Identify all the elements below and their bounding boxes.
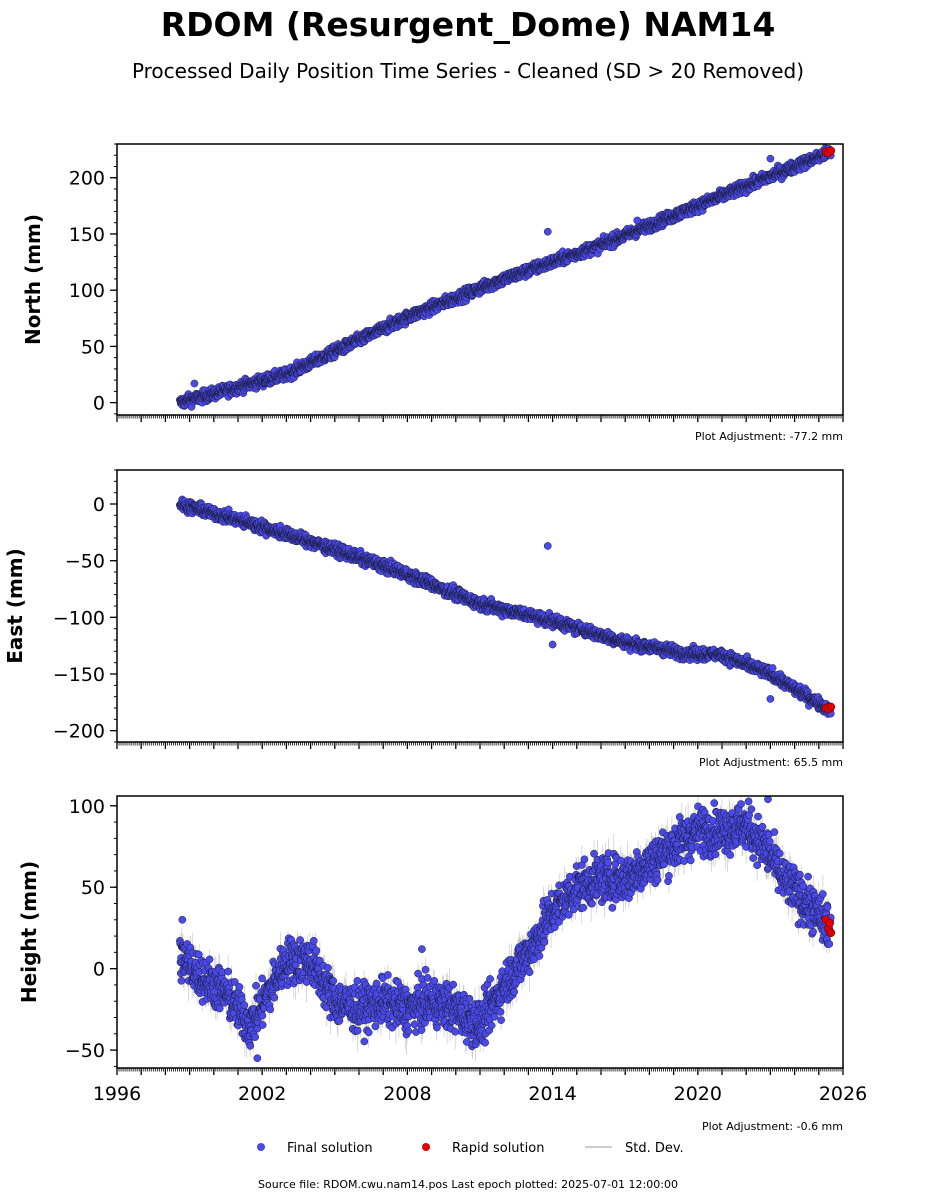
plot-area [176,144,836,412]
y-axis-label: North (mm) [21,214,45,345]
final-solution-point [633,216,642,225]
final-solution-point [190,379,199,388]
east-adjustment-label: Plot Adjustment: 65.5 mm [699,756,843,769]
east-panel: Plot Adjustment: 65.5 mm −200−150−100−50… [3,469,844,769]
plot-area [176,495,836,718]
y-tick-label: 200 [69,168,105,190]
y-tick-label: 50 [81,336,105,358]
final-solution-point [766,154,775,163]
y-tick-label: 0 [93,393,105,415]
north-panel: Plot Adjustment: -77.2 mm 0 50 100 150 200 No… [21,143,844,443]
chart-subtitle: Processed Daily Position Time Series - C… [132,59,804,83]
final-solution-point [543,227,552,236]
chart-title: RDOM (Resurgent_Dome) NAM14 [161,5,776,44]
y-tick-label: 150 [69,224,105,246]
north-adjustment-label: Plot Adjustment: -77.2 mm [695,430,843,443]
rapid-solution-point [826,146,836,155]
y-tick-label: 100 [69,280,105,302]
